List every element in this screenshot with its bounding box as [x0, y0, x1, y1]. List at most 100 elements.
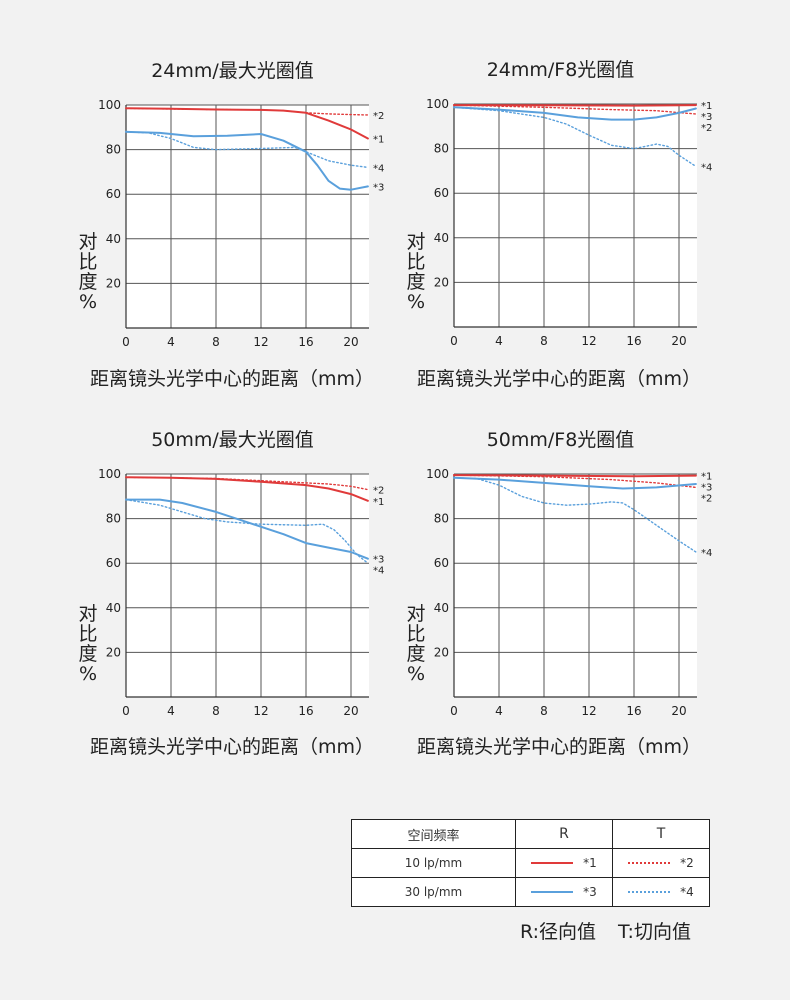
series-end-label: *4 — [373, 163, 384, 174]
x-tick-label: 12 — [253, 335, 268, 349]
y-tick-label: 40 — [106, 601, 121, 615]
legend-key: *3 — [583, 885, 597, 899]
y-axis-label: 对比度% — [406, 603, 425, 685]
x-tick-label: 12 — [581, 334, 596, 348]
y-tick-label: 60 — [106, 187, 121, 201]
y-tick-label: 20 — [106, 645, 121, 659]
legend-header-r: R — [515, 819, 613, 849]
plot-area — [126, 105, 369, 328]
x-tick-label: 8 — [540, 334, 548, 348]
series-line-star3 — [125, 498, 369, 560]
series-end-label: *3 — [701, 112, 712, 123]
series-line-star3 — [453, 106, 697, 121]
x-axis-label: 距离镜头光学中心的距离（mm） — [90, 736, 374, 758]
series-end-label: *3 — [701, 483, 712, 494]
y-tick-label: 80 — [434, 512, 449, 526]
legend-key: *1 — [583, 856, 597, 870]
series-end-label: *1 — [373, 497, 384, 508]
x-tick-label: 0 — [122, 335, 130, 349]
series-line-star3 — [125, 130, 369, 191]
legend-frequency: 10 lp/mm — [351, 848, 516, 878]
x-tick-label: 20 — [671, 334, 686, 348]
x-tick-label: 8 — [212, 335, 220, 349]
chart-title: 24mm/F8光圈值 — [487, 59, 635, 81]
y-tick-label: 20 — [434, 275, 449, 289]
x-tick-label: 8 — [540, 704, 548, 718]
series-end-label: *3 — [373, 555, 384, 566]
legend-swatch-red-dotted — [628, 862, 671, 864]
y-tick-label: 100 — [426, 97, 449, 111]
series-line-star4 — [125, 131, 369, 169]
legend-key: *4 — [680, 885, 694, 899]
x-tick-label: 16 — [626, 704, 641, 718]
series-end-label: *2 — [701, 123, 712, 134]
legend-frequency: 30 lp/mm — [351, 877, 516, 907]
x-tick-label: 16 — [298, 335, 313, 349]
mtf-chart: 50mm/F8光圈值 20 40 60 80 100 0 4 8 12 16 20 对比度% 距离镜头光学… — [406, 429, 712, 758]
series-end-label: *1 — [373, 134, 384, 145]
x-tick-label: 12 — [581, 704, 596, 718]
series-end-label: *2 — [701, 494, 712, 505]
y-tick-label: 100 — [98, 98, 121, 112]
x-tick-label: 8 — [212, 704, 220, 718]
y-tick-label: 40 — [106, 232, 121, 246]
y-tick-label: 80 — [434, 142, 449, 156]
x-tick-label: 16 — [298, 704, 313, 718]
x-axis-label: 距离镜头光学中心的距离（mm） — [417, 736, 701, 758]
footnote-t: T:切向值 — [618, 921, 691, 943]
series-line-star4 — [453, 106, 697, 168]
legend-header-row: 空间频率 R T — [351, 819, 710, 849]
x-tick-label: 0 — [450, 334, 458, 348]
y-tick-label: 20 — [434, 645, 449, 659]
y-axis-label: 对比度% — [406, 231, 425, 313]
legend-row: 30 lp/mm *3 *4 — [351, 877, 710, 907]
x-tick-label: 16 — [626, 334, 641, 348]
y-tick-label: 80 — [106, 512, 121, 526]
series-line-star2 — [453, 104, 697, 115]
mtf-chart: 50mm/最大光圈值 20 40 60 80 100 0 4 8 12 16 20 对比度% 距离镜头光学… — [78, 429, 384, 758]
series-line-star4 — [453, 477, 697, 553]
chart-title: 50mm/F8光圈值 — [487, 429, 635, 451]
legend-row: 10 lp/mm *1 *2 — [351, 848, 710, 878]
y-tick-label: 40 — [434, 231, 449, 245]
y-tick-label: 60 — [434, 186, 449, 200]
footnote-r: R:径向值 — [520, 921, 597, 943]
x-tick-label: 0 — [122, 704, 130, 718]
plot-area — [454, 474, 697, 697]
series-line-star4 — [125, 498, 369, 564]
x-tick-label: 4 — [167, 704, 175, 718]
x-axis-label: 距离镜头光学中心的距离（mm） — [90, 368, 374, 390]
series-end-label: *4 — [701, 162, 712, 173]
x-tick-label: 12 — [253, 704, 268, 718]
series-end-label: *4 — [373, 566, 384, 577]
x-tick-label: 4 — [167, 335, 175, 349]
legend-swatch-blue-solid — [531, 891, 574, 893]
y-tick-label: 100 — [98, 467, 121, 481]
y-tick-label: 80 — [106, 143, 121, 157]
x-tick-label: 20 — [343, 335, 358, 349]
x-tick-label: 4 — [495, 334, 503, 348]
legend-key: *2 — [680, 856, 694, 870]
legend-header-frequency: 空间频率 — [351, 819, 516, 849]
y-tick-label: 60 — [106, 556, 121, 570]
plot-area — [454, 104, 697, 327]
y-tick-label: 60 — [434, 556, 449, 570]
y-axis-label: 对比度% — [78, 231, 97, 313]
x-tick-label: 20 — [671, 704, 686, 718]
series-end-label: *1 — [701, 101, 712, 112]
y-tick-label: 100 — [426, 467, 449, 481]
series-end-label: *1 — [701, 472, 712, 483]
legend-header-t: T — [612, 819, 710, 849]
legend-swatch-blue-dotted — [628, 891, 671, 893]
legend-table: 空间频率 R T 10 lp/mm *1 *2 30 lp/mm — [351, 819, 710, 907]
x-axis-label: 距离镜头光学中心的距离（mm） — [417, 368, 701, 390]
series-line-star3 — [453, 476, 697, 490]
plot-area — [126, 474, 369, 697]
series-end-label: *3 — [373, 182, 384, 193]
series-line-star2 — [125, 107, 369, 116]
series-line-star1 — [453, 104, 697, 107]
y-tick-label: 20 — [106, 276, 121, 290]
x-tick-label: 20 — [343, 704, 358, 718]
